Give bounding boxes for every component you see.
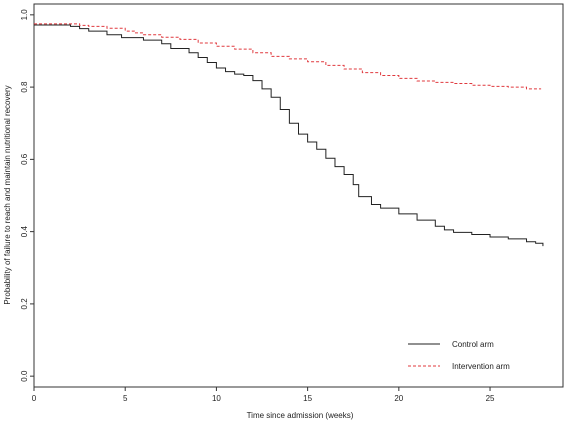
series-line-intervention: [34, 23, 542, 90]
x-tick-label: 5: [123, 394, 128, 403]
series-layer: [34, 23, 544, 247]
legend: Control arm Intervention arm: [408, 340, 510, 371]
y-axis: 0.0 0.2 0.4 0.6 0.8 1.0: [20, 9, 34, 382]
x-tick-label: 15: [303, 394, 312, 403]
y-tick-label: 0.0: [20, 370, 29, 382]
legend-label-control: Control arm: [452, 340, 494, 349]
x-tick-label: 0: [32, 394, 37, 403]
y-tick-label: 0.2: [20, 298, 29, 310]
legend-label-intervention: Intervention arm: [452, 362, 510, 371]
x-axis: 0 5 10 15 20 25: [32, 387, 495, 403]
y-axis-title: Probability of failure to reach and main…: [3, 85, 12, 304]
series-line-control: [34, 24, 544, 247]
y-tick-label: 0.4: [20, 226, 29, 238]
y-tick-label: 0.6: [20, 153, 29, 165]
x-tick-label: 25: [486, 394, 495, 403]
y-tick-label: 0.8: [20, 81, 29, 93]
y-tick-label: 1.0: [20, 9, 29, 21]
x-tick-label: 20: [394, 394, 403, 403]
plot-area-border: [33, 3, 564, 388]
x-tick-label: 10: [212, 394, 221, 403]
x-axis-title: Time since admission (weeks): [247, 411, 354, 420]
